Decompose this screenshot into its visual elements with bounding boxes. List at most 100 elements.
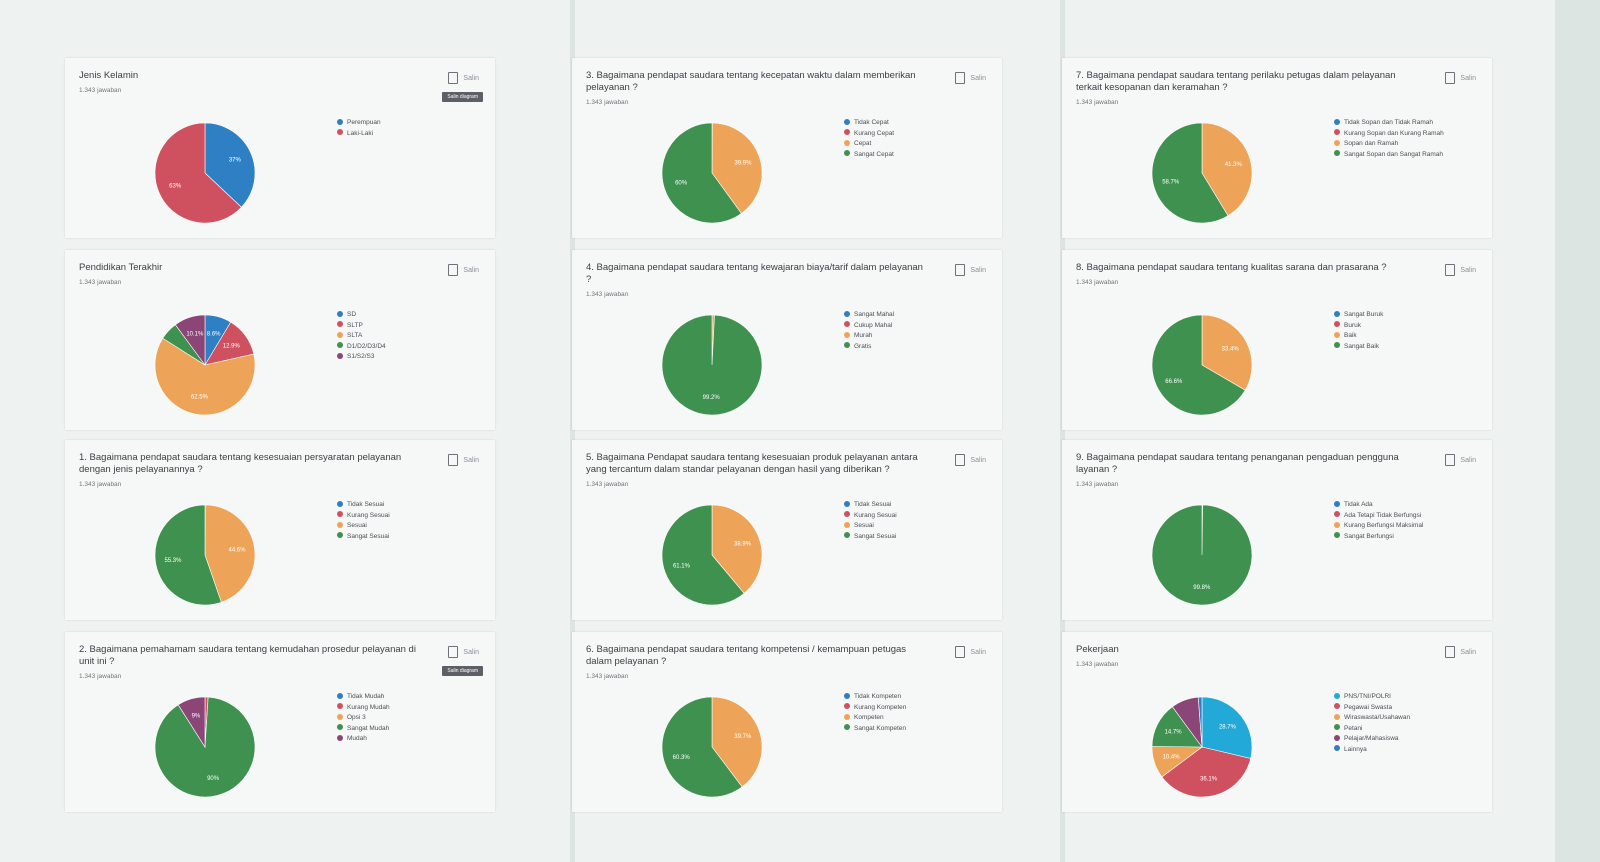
legend-label: Tidak Sesuai <box>347 501 385 508</box>
legend-swatch <box>1334 724 1340 730</box>
legend-label: Sesuai <box>854 522 874 529</box>
legend: Tidak Sesuai Kurang Sesuai Sesuai Sangat Se… <box>337 500 390 542</box>
copy-button[interactable]: Salin <box>448 454 479 466</box>
pie-chart: 39.9% 60% <box>661 122 763 224</box>
chart-card: 5. Bagaimana Pendapat saudara tentang ke… <box>572 440 1002 620</box>
response-count: 1.343 jawaban <box>1076 661 1119 668</box>
legend-swatch <box>1334 310 1340 317</box>
legend-item: Baik <box>1334 331 1383 342</box>
legend: SD SLTP SLTA D1/D2/D3/D4 S1/S2/S3 <box>337 310 386 363</box>
legend-label: Kurang Mudah <box>347 703 390 711</box>
copy-button[interactable]: Salin <box>955 454 986 466</box>
legend-item: Kurang Berfungsi Maksimal <box>1334 521 1423 532</box>
copy-button[interactable]: Salin <box>1445 72 1476 84</box>
legend-item: Kompeten <box>844 713 906 724</box>
legend-label: Kompeten <box>854 714 884 721</box>
pie-slice <box>711 504 763 594</box>
copy-button[interactable]: Salin <box>448 72 479 84</box>
legend-item: Tidak Cepat <box>844 118 894 129</box>
legend-swatch <box>844 139 850 146</box>
legend-item: Sopan dan Ramah <box>1334 139 1444 150</box>
copy-button[interactable]: Salin <box>1445 264 1476 276</box>
legend-swatch <box>1334 118 1340 125</box>
copy-icon <box>1445 72 1456 84</box>
pie-slice <box>661 122 742 224</box>
pie-slice <box>154 122 242 224</box>
copy-icon <box>448 454 459 466</box>
response-count: 1.343 jawaban <box>1076 99 1119 106</box>
legend-item: PNS/TNI/POLRI <box>1334 692 1410 703</box>
legend-swatch <box>844 342 850 348</box>
legend-item: Sesuai <box>844 521 897 532</box>
legend-item: Pegawai Swasta <box>1334 703 1410 714</box>
slice-label: 58.7% <box>1162 179 1180 185</box>
legend-label: Laki-Laki <box>347 129 374 137</box>
chart-header: Pekerjaan 1.343 jawaban <box>1076 644 1416 671</box>
legend-item: Tidak Mudah <box>337 692 390 703</box>
copy-label: Salin <box>1460 648 1476 656</box>
legend-swatch <box>844 511 850 517</box>
legend-swatch <box>844 310 850 317</box>
legend-item: Lainnya <box>1334 745 1410 756</box>
legend-label: Sangat Mahal <box>854 311 895 318</box>
copy-label: Salin <box>1460 456 1476 464</box>
pie-slice <box>711 696 763 788</box>
chart-card: 7. Bagaimana pendapat saudara tentang pe… <box>1062 58 1492 238</box>
pie-slice <box>204 122 256 208</box>
slice-label: 60% <box>675 181 688 187</box>
response-count: 1.343 jawaban <box>586 481 629 488</box>
legend-swatch <box>337 703 343 709</box>
legend-item: Kurang Sesuai <box>844 511 897 522</box>
legend-item: Cepat <box>844 139 894 150</box>
legend-item: Gratis <box>844 342 894 353</box>
copy-button[interactable]: Salin <box>1445 454 1476 466</box>
copy-button[interactable]: Salin <box>448 264 479 276</box>
legend-label: Kurang Berfungsi Maksimal <box>1344 522 1424 529</box>
legend-label: Tidak Ada <box>1344 501 1373 508</box>
legend-label: Petani <box>1344 724 1363 732</box>
chart-header: 7. Bagaimana pendapat saudara tentang pe… <box>1076 70 1416 109</box>
legend-label: Tidak Sopan dan Tidak Ramah <box>1344 119 1434 126</box>
chart-header: 6. Bagaimana pendapat saudara tentang ko… <box>586 644 926 683</box>
copy-icon <box>1445 454 1456 466</box>
legend-swatch <box>1334 150 1340 156</box>
legend-swatch <box>337 129 343 135</box>
legend-label: Tidak Kompeten <box>854 693 902 700</box>
pie-slice <box>661 314 763 416</box>
legend-swatch <box>1334 703 1340 709</box>
legend-item: Kurang Sesuai <box>337 511 390 522</box>
legend-label: Sangat Baik <box>1344 342 1380 350</box>
legend-swatch <box>844 150 850 156</box>
legend-item: Sangat Cepat <box>844 150 894 161</box>
legend-item: Sangat Buruk <box>1334 310 1383 321</box>
chart-title: Pekerjaan <box>1076 644 1119 655</box>
pie-slice <box>177 696 206 749</box>
legend-label: SLTA <box>347 332 363 339</box>
pie-slice <box>1161 746 1252 798</box>
legend-item: Tidak Ada <box>1334 500 1423 511</box>
pie-slice <box>711 122 763 214</box>
response-count: 1.343 jawaban <box>586 99 629 106</box>
legend-label: Sangat Buruk <box>1344 311 1384 318</box>
legend-swatch <box>337 734 343 741</box>
legend-label: SD <box>347 311 357 318</box>
copy-button[interactable]: Salin <box>448 646 479 658</box>
copy-button[interactable]: Salin <box>955 72 986 84</box>
legend-swatch <box>844 331 850 338</box>
legend-swatch <box>1334 129 1340 135</box>
legend-label: Kurang Sesuai <box>854 511 897 519</box>
legend-swatch <box>1334 511 1340 517</box>
pie-slice <box>154 337 256 416</box>
legend-swatch <box>1334 521 1340 528</box>
chart-header: 3. Bagaimana pendapat saudara tentang ke… <box>586 70 926 109</box>
pie-chart: 28.7% 36.1% 10.4% 14.7% <box>1151 696 1253 798</box>
legend-label: Sangat Kompeten <box>854 724 907 732</box>
pie-slice <box>1201 696 1253 759</box>
copy-label: Salin <box>970 74 986 82</box>
legend: Perempuan Laki-Laki <box>337 118 381 139</box>
copy-button[interactable]: Salin <box>955 264 986 276</box>
copy-button[interactable]: Salin <box>955 646 986 658</box>
pie-slice <box>1197 696 1203 748</box>
legend-label: Sopan dan Ramah <box>1344 140 1399 147</box>
copy-button[interactable]: Salin <box>1445 646 1476 658</box>
